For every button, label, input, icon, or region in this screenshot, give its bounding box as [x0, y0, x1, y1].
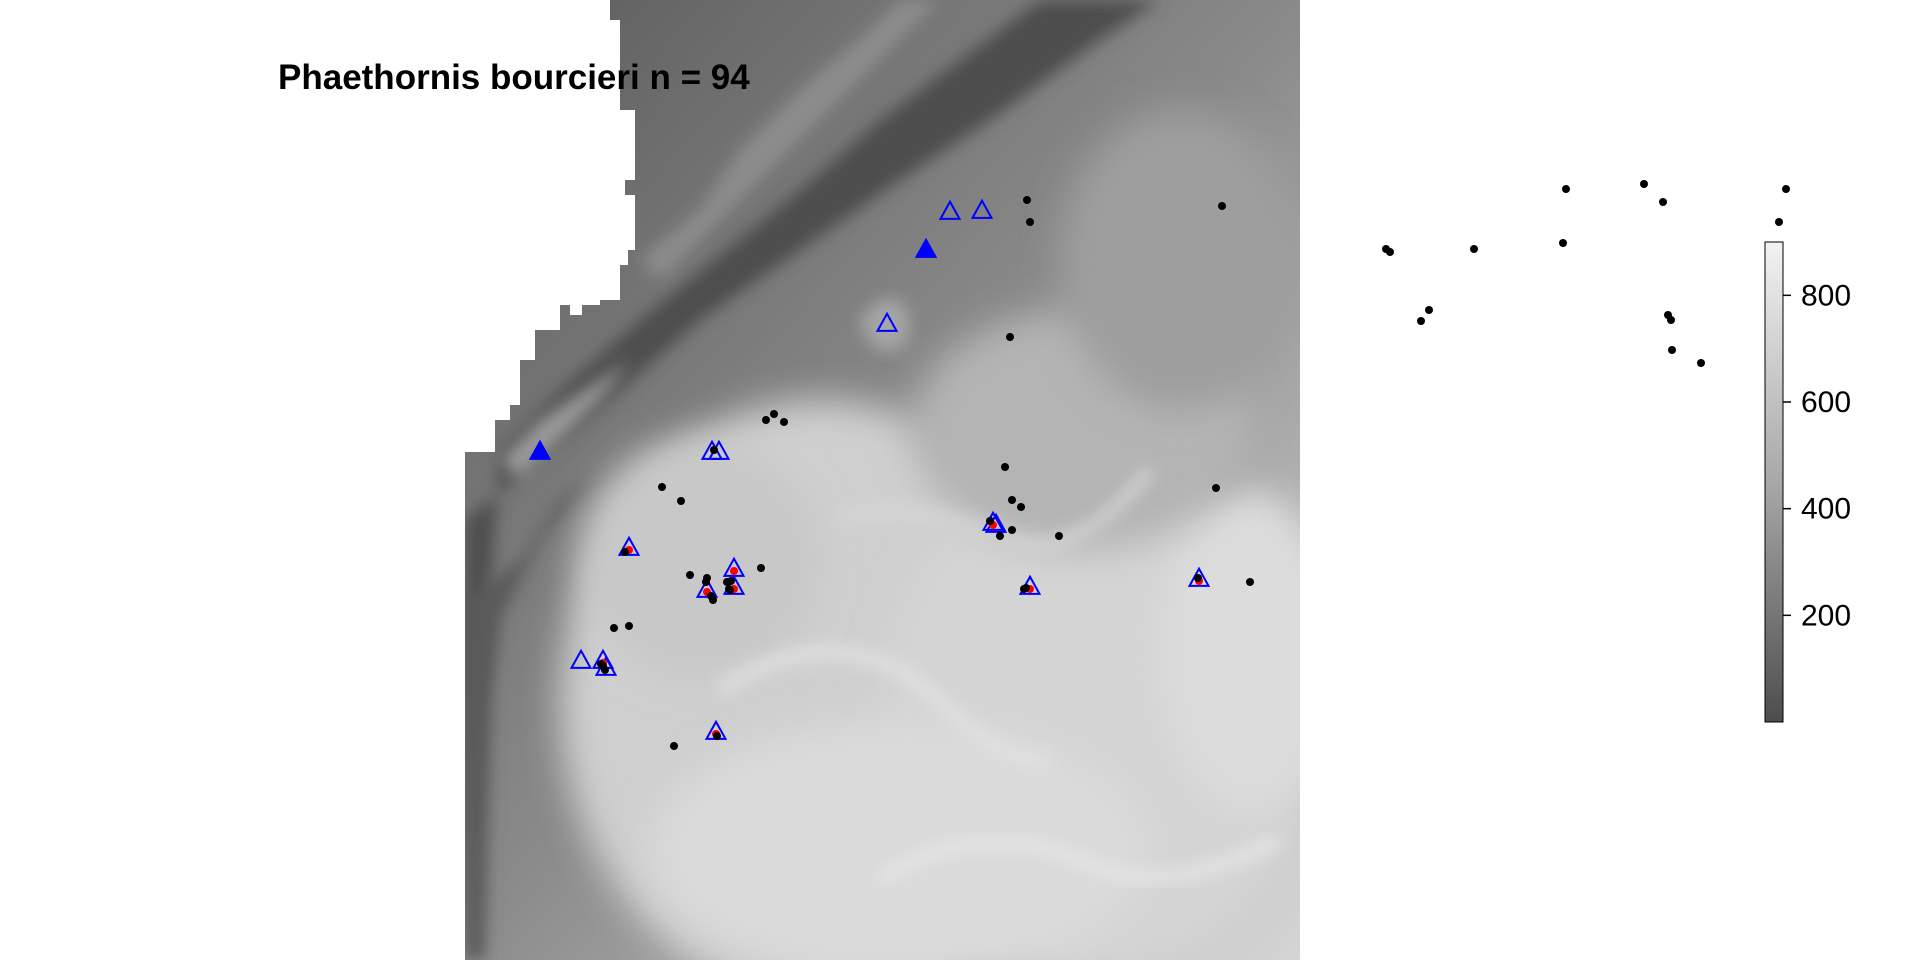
open-triangle-marker — [617, 535, 641, 556]
occurrence-markers — [528, 180, 1790, 750]
legend-tick-label: 400 — [1801, 493, 1851, 526]
occurrence-point-marker — [1017, 503, 1025, 511]
occurrence-point-marker — [677, 497, 685, 505]
occurrence-point-marker — [1697, 359, 1705, 367]
occurrence-point-marker — [670, 742, 678, 750]
occurrence-point-marker — [625, 622, 633, 630]
occurrence-point-marker — [1659, 198, 1667, 206]
open-triangle-marker — [875, 311, 899, 332]
open-triangle-marker — [970, 198, 994, 219]
occurrence-point-marker — [1212, 484, 1220, 492]
occurrence-point-marker — [658, 483, 666, 491]
occurrence-point-marker — [710, 446, 718, 454]
plot-title: Phaethornis bourcieri n = 94 — [278, 58, 750, 97]
occurrence-point-marker — [713, 732, 721, 740]
legend-tick-label: 800 — [1801, 279, 1851, 312]
legend-tick-label: 200 — [1801, 599, 1851, 632]
occurrence-point-marker — [1026, 218, 1034, 226]
occurrence-point-marker — [1006, 333, 1014, 341]
model-point-marker — [730, 567, 738, 575]
occurrence-point-marker — [780, 418, 788, 426]
occurrence-point-marker — [770, 410, 778, 418]
occurrence-point-marker — [986, 517, 994, 525]
elevation-legend: 200 400 600 800 — [1764, 241, 1851, 723]
occurrence-point-marker — [1425, 306, 1433, 314]
occurrence-point-marker — [1782, 185, 1790, 193]
occurrence-point-marker — [1562, 185, 1570, 193]
occurrence-point-marker — [757, 564, 765, 572]
occurrence-point-marker — [610, 624, 618, 632]
occurrence-point-marker — [1470, 245, 1478, 253]
occurrence-point-marker — [1023, 196, 1031, 204]
legend-color-bar — [1764, 241, 1784, 723]
occurrence-point-marker — [762, 416, 770, 424]
occurrence-point-marker — [726, 586, 734, 594]
occurrence-point-marker — [597, 660, 605, 668]
occurrence-point-marker — [1194, 574, 1202, 582]
occurrence-point-marker — [621, 548, 629, 556]
legend-ticks: 200 400 600 800 — [1783, 279, 1851, 632]
occurrence-point-marker — [1020, 585, 1028, 593]
legend-tick-label: 600 — [1801, 386, 1851, 419]
occurrence-point-marker — [1417, 317, 1425, 325]
occurrence-point-marker — [1667, 316, 1675, 324]
occurrence-point-marker — [1386, 248, 1394, 256]
occurrence-point-marker — [1775, 218, 1783, 226]
occurrence-point-marker — [709, 596, 717, 604]
open-triangle-marker — [938, 199, 962, 220]
occurrence-point-marker — [1640, 180, 1648, 188]
occurrence-point-marker — [686, 571, 694, 579]
occurrence-point-marker — [1008, 526, 1016, 534]
occurrence-point-marker — [1668, 346, 1676, 354]
occurrence-point-marker — [1008, 496, 1016, 504]
occurrence-point-marker — [1246, 578, 1254, 586]
open-triangle-marker — [695, 577, 719, 598]
occurrence-point-marker — [1001, 463, 1009, 471]
occurrence-point-marker — [703, 574, 711, 582]
occurrence-point-marker — [1055, 532, 1063, 540]
occurrence-point-marker — [601, 666, 609, 674]
occurrence-point-marker — [1218, 202, 1226, 210]
occurrence-point-marker — [996, 532, 1004, 540]
filled-triangle-marker — [528, 439, 552, 460]
elevation-raster — [465, 0, 1300, 960]
occurrence-point-marker — [1559, 239, 1567, 247]
occurrence-point-marker — [727, 577, 735, 585]
open-triangle-marker — [569, 648, 593, 669]
filled-triangle-marker — [914, 237, 938, 258]
